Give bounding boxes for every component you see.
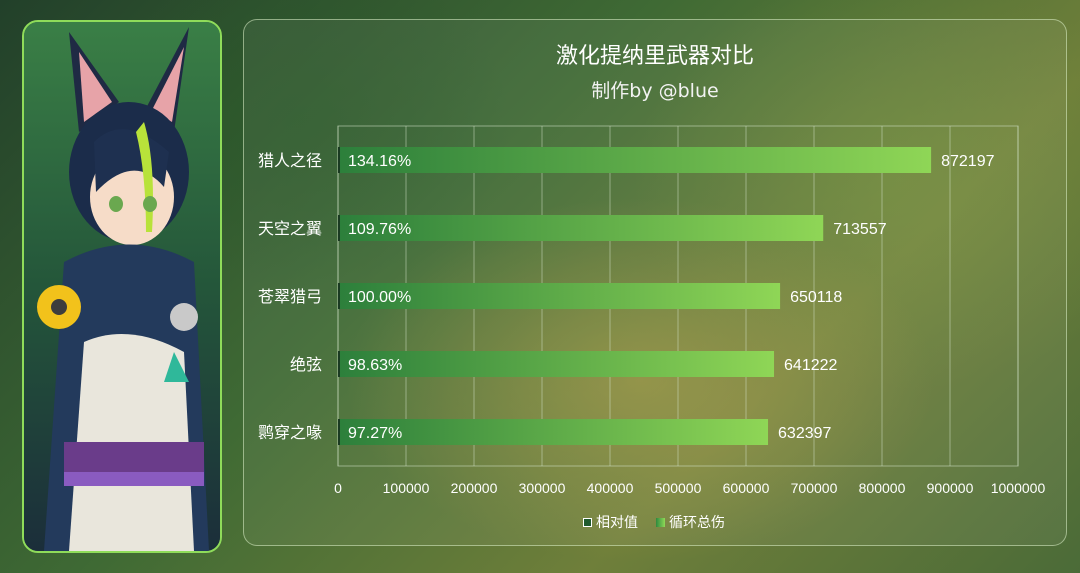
chart-x-ticks: 0 100000 200000 300000 400000 500000 600000 700… (334, 480, 1045, 496)
x-tick-label: 200000 (451, 480, 498, 496)
category-label: 苍翠猎弓 (258, 287, 322, 306)
total-damage-value-label: 632397 (778, 425, 831, 442)
bar-total-damage (338, 419, 769, 445)
total-damage-value-label: 650118 (790, 289, 842, 306)
legend-label-relative: 相对值 (596, 515, 638, 531)
x-tick-label: 0 (334, 480, 342, 496)
legend-label-total-damage: 循环总伤 (669, 515, 725, 531)
legend-item-relative: 相对值 (583, 512, 638, 532)
x-tick-label: 1000000 (991, 480, 1046, 496)
bar-relative-marker (338, 215, 340, 241)
category-label: 天空之翼 (258, 219, 322, 238)
chart-subtitle: 制作by @blue (591, 80, 719, 102)
bar-total-damage (338, 351, 775, 377)
total-damage-value-label: 713557 (833, 221, 886, 238)
legend-swatch-relative (583, 517, 592, 527)
bar-total-damage (338, 283, 781, 309)
x-tick-label: 100000 (383, 480, 430, 496)
x-tick-label: 700000 (791, 480, 838, 496)
chart-title: 激化提纳里武器对比 (555, 44, 754, 69)
chart-bars (338, 147, 932, 445)
bar-total-damage (338, 147, 932, 173)
relative-value-label: 109.76% (348, 221, 411, 238)
x-tick-label: 600000 (723, 480, 770, 496)
relative-value-label: 134.16% (348, 153, 411, 170)
relative-value-label: 100.00% (348, 289, 411, 306)
x-tick-label: 500000 (655, 480, 702, 496)
bar-relative-marker (338, 147, 340, 173)
x-tick-label: 300000 (519, 480, 566, 496)
category-label: 绝弦 (290, 355, 322, 374)
x-tick-label: 400000 (587, 480, 634, 496)
legend-swatch-total-damage (656, 517, 665, 527)
bar-relative-marker (338, 419, 340, 445)
relative-value-label: 98.63% (348, 357, 402, 374)
x-tick-label: 900000 (927, 480, 974, 496)
relative-value-label: 97.27% (348, 425, 402, 442)
category-label: 鹮穿之喙 (258, 423, 322, 442)
total-damage-value-label: 872197 (941, 153, 994, 170)
chart-labels: 猎人之径 134.16% 872197 天空之翼 109.76% 713557 苍翠猎弓 10… (258, 151, 995, 442)
bar-relative-marker (338, 283, 340, 309)
chart-panel (243, 19, 1067, 546)
x-tick-label: 800000 (859, 480, 906, 496)
bar-total-damage (338, 215, 824, 241)
legend-item-total-damage: 循环总伤 (656, 512, 725, 532)
total-damage-value-label: 641222 (784, 357, 837, 374)
category-label: 猎人之径 (258, 151, 322, 170)
character-portrait (22, 20, 222, 553)
bar-relative-marker (338, 351, 340, 377)
chart-legend: 相对值 循环总伤 (583, 512, 725, 532)
